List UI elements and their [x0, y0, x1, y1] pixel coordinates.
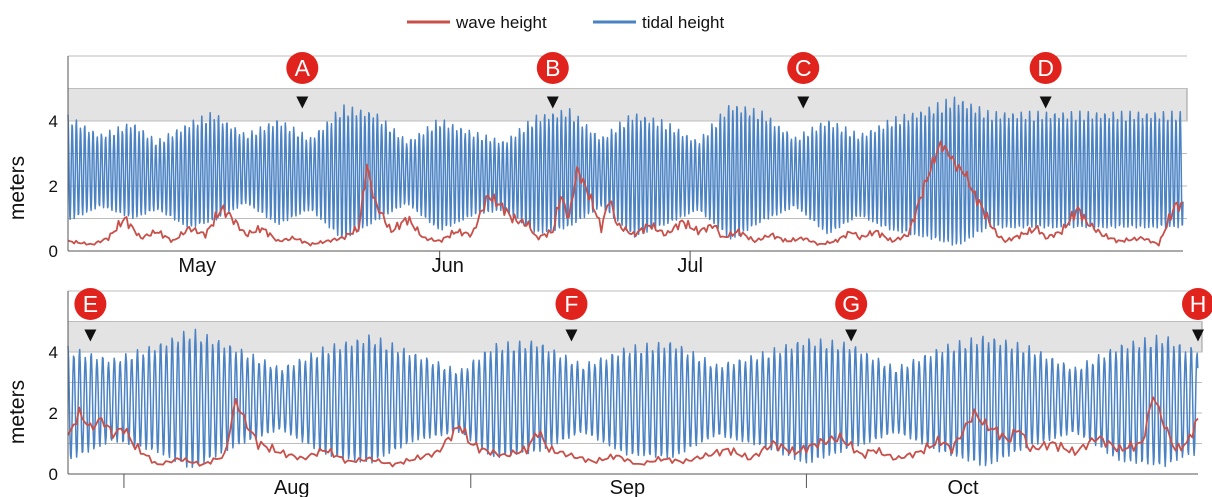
event-marker-label: F — [564, 291, 578, 317]
event-marker-arrow — [84, 329, 97, 342]
y-tick-label: 2 — [49, 177, 58, 196]
event-marker-circle — [74, 288, 107, 320]
event-marker-e: E — [74, 288, 107, 342]
event-marker-label: C — [795, 55, 812, 81]
event-marker-label: H — [1190, 291, 1207, 317]
legend-label-tide: tidal height — [642, 13, 725, 32]
legend-label-wave: wave height — [455, 13, 547, 32]
event-marker-label: B — [545, 55, 560, 81]
y-axis-label-bottom: meters — [6, 380, 29, 444]
panel-top: meters 0 2 4 May Jun Jul A B C D — [6, 52, 1188, 277]
event-marker-label: D — [1037, 55, 1054, 81]
legend: wave height tidal height — [407, 13, 725, 32]
y-axis-label-top: meters — [6, 156, 29, 220]
month-label-jun: Jun — [432, 255, 464, 277]
threshold-band — [67, 88, 1188, 122]
event-marker-circle — [286, 52, 319, 84]
event-marker-arrow — [1192, 329, 1204, 342]
event-marker-circle — [536, 52, 569, 84]
tidal-height-line — [67, 96, 1184, 246]
event-marker-arrow — [296, 96, 309, 109]
event-marker-circle — [1029, 52, 1062, 84]
event-marker-f: F — [555, 288, 588, 342]
event-marker-circle — [555, 288, 588, 320]
event-marker-circle — [1182, 288, 1212, 320]
y-tick-label: 2 — [49, 404, 58, 423]
month-label-may: May — [178, 255, 216, 277]
event-marker-circle — [787, 52, 820, 84]
event-marker-d: D — [1029, 52, 1062, 109]
event-marker-h: H — [1182, 288, 1212, 342]
event-marker-c: C — [787, 52, 820, 109]
month-label-sep: Sep — [610, 477, 646, 497]
month-label-aug: Aug — [274, 477, 310, 497]
event-marker-arrow — [845, 329, 858, 342]
event-marker-label: E — [83, 291, 98, 317]
event-marker-arrow — [1039, 96, 1052, 109]
y-tick-label: 0 — [49, 242, 58, 261]
month-label-jul: Jul — [677, 255, 703, 277]
event-marker-arrow — [797, 96, 810, 109]
event-marker-arrow — [546, 96, 559, 109]
wave-height-line — [67, 396, 1199, 468]
y-tick-label: 4 — [49, 112, 58, 131]
event-marker-label: G — [842, 291, 860, 317]
event-marker-label: A — [295, 55, 311, 81]
event-marker-g: G — [835, 288, 868, 342]
y-tick-label: 4 — [49, 343, 58, 362]
event-marker-arrow — [565, 329, 578, 342]
event-marker-b: B — [536, 52, 569, 109]
wave-height-line — [67, 140, 1184, 247]
panel-bottom: meters 0 2 4 Aug Sep Oct E F G H — [6, 288, 1212, 497]
event-marker-a: A — [286, 52, 319, 109]
month-label-oct: Oct — [947, 477, 979, 497]
y-tick-label: 0 — [49, 465, 58, 484]
event-marker-circle — [835, 288, 868, 320]
